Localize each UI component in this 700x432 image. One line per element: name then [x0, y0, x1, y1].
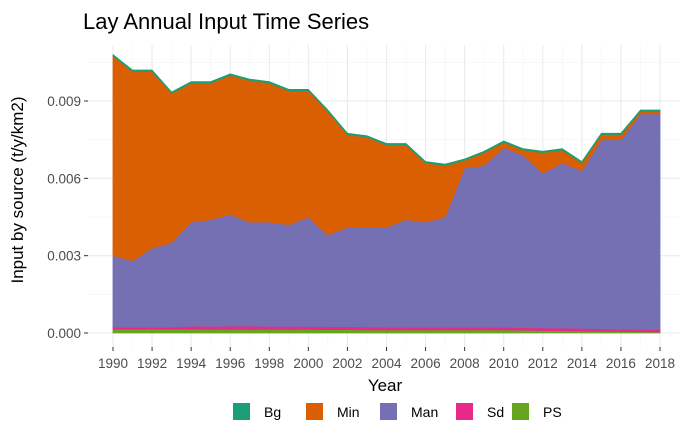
legend-label-bg: Bg	[264, 404, 281, 420]
x-tick-label: 2006	[411, 356, 441, 371]
x-tick-label: 2012	[528, 356, 558, 371]
x-tick-label: 2002	[332, 356, 362, 371]
legend-key-ps	[512, 403, 529, 420]
area-series-bg	[112, 54, 661, 166]
x-tick-label: 1996	[215, 356, 245, 371]
plot-panel: 1990 1992 1994 1996 1998 2000 2002 2004 2006 2008…	[47, 45, 680, 371]
legend-key-sd	[456, 403, 473, 420]
x-tick-label: 2018	[645, 356, 675, 371]
chart-title: Lay Annual Input Time Series	[83, 9, 369, 34]
legend-label-min: Min	[337, 404, 360, 420]
legend-label-ps: PS	[543, 404, 562, 420]
x-tick-label: 1992	[137, 356, 167, 371]
x-axis-title: Year	[368, 376, 403, 395]
legend-key-man	[380, 403, 397, 420]
x-tick-label: 2004	[371, 356, 402, 371]
x-tick-label: 2000	[293, 356, 323, 371]
x-tick-label: 1998	[254, 356, 284, 371]
y-axis-title: Input by source (t/y/km2)	[8, 96, 27, 283]
legend-label-sd: Sd	[487, 404, 504, 420]
legend: Bg Min Man Sd PS	[233, 403, 562, 420]
legend-label-man: Man	[411, 404, 438, 420]
x-tick-label: 2016	[606, 356, 636, 371]
legend-key-min	[306, 403, 323, 420]
y-tick-label: 0.009	[47, 94, 81, 109]
x-tick-label: 2010	[489, 356, 519, 371]
y-tick-label: 0.000	[47, 326, 81, 341]
x-tick-label: 1990	[98, 356, 128, 371]
y-tick-label: 0.003	[47, 249, 81, 264]
x-tick-label: 1994	[176, 356, 207, 371]
y-tick-label: 0.006	[47, 171, 81, 186]
x-tick-label: 2008	[450, 356, 480, 371]
legend-key-bg	[233, 403, 250, 420]
x-tick-label: 2014	[567, 356, 598, 371]
